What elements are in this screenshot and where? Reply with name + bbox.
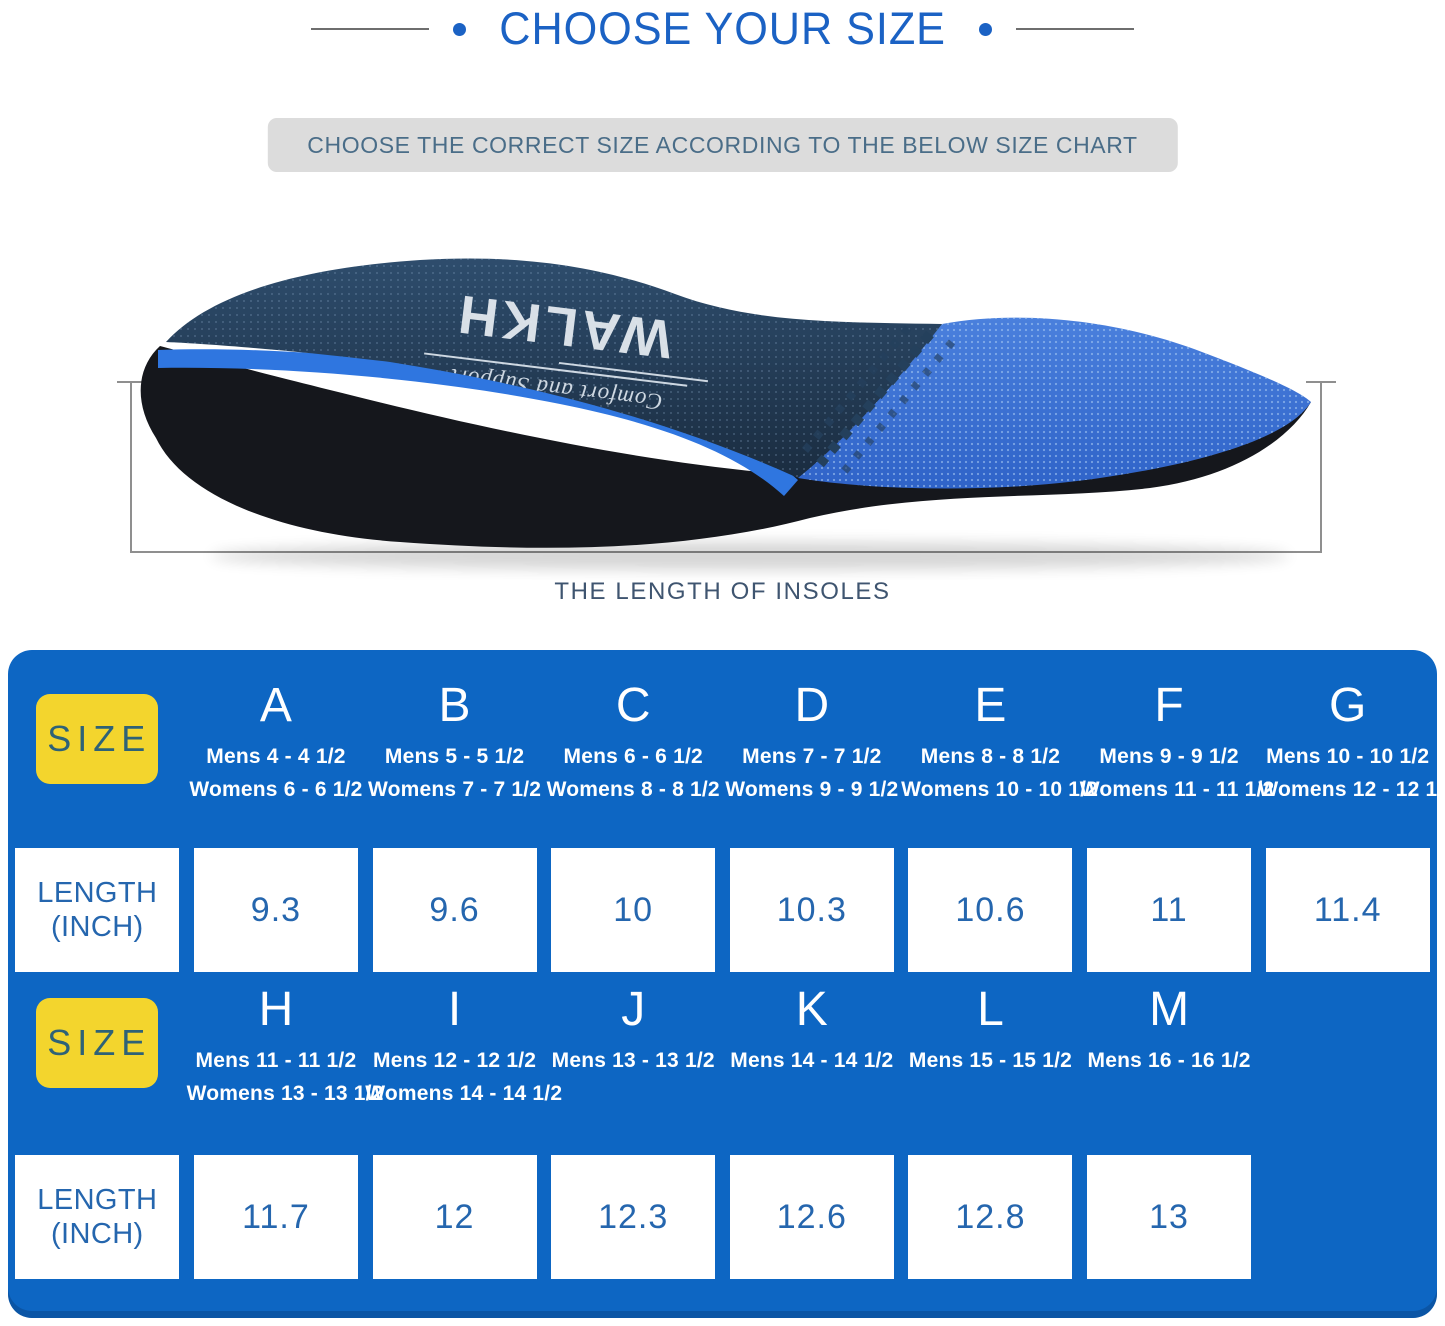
size-chart-panel: SIZE A Mens 4 - 4 1/2 Womens 6 - 6 1/2 B… bbox=[8, 650, 1445, 1318]
title-rule-left bbox=[310, 28, 429, 30]
insole-sole bbox=[140, 346, 1311, 548]
length-value-l: 12.8 bbox=[908, 1155, 1073, 1279]
page-title: CHOOSE YOUR SIZE bbox=[499, 3, 946, 54]
insole-product-image: Comfort and Support WALKH bbox=[140, 258, 1311, 570]
size-column-a: A Mens 4 - 4 1/2 Womens 6 - 6 1/2 bbox=[189, 679, 363, 801]
size-column-d: D Mens 7 - 7 1/2 Womens 9 - 9 1/2 bbox=[725, 679, 899, 801]
measure-line-right bbox=[1320, 382, 1322, 553]
size-column-empty bbox=[1258, 982, 1437, 1106]
length-value-g: 11.4 bbox=[1265, 848, 1430, 972]
length-row-2: LENGTH (INCH) 11.7 12 12.3 12.6 12.8 13 bbox=[8, 1155, 1437, 1279]
title-rule-right bbox=[1016, 28, 1135, 30]
length-value-i: 12 bbox=[372, 1155, 537, 1279]
length-row-1: LENGTH (INCH) 9.3 9.6 10 10.3 10.6 11 11… bbox=[8, 848, 1437, 972]
length-value-f: 11 bbox=[1087, 848, 1252, 972]
length-value-m: 13 bbox=[1087, 1155, 1252, 1279]
length-value-b: 9.6 bbox=[372, 848, 537, 972]
checker-transition bbox=[798, 325, 956, 477]
size-column-c: C Mens 6 - 6 1/2 Womens 8 - 8 1/2 bbox=[546, 679, 720, 801]
bullet-icon bbox=[979, 22, 993, 36]
size-column-m: M Mens 16 - 16 1/2 bbox=[1087, 983, 1251, 1072]
insole-shadow bbox=[210, 542, 1290, 570]
upper-texture bbox=[166, 258, 942, 478]
forefoot-texture bbox=[798, 317, 1311, 489]
measure-line-left bbox=[130, 382, 132, 553]
size-badge: SIZE bbox=[36, 998, 159, 1088]
length-value-j: 12.3 bbox=[551, 1155, 716, 1279]
size-column-b: B Mens 5 - 5 1/2 Womens 7 - 7 1/2 bbox=[367, 679, 542, 801]
size-column-k: K Mens 14 - 14 1/2 bbox=[730, 983, 894, 1072]
measure-tick-left bbox=[117, 381, 147, 383]
length-cell-empty bbox=[1258, 1155, 1437, 1279]
length-value-d: 10.3 bbox=[729, 848, 894, 972]
bullet-icon bbox=[452, 22, 466, 36]
length-label-cell: LENGTH (INCH) bbox=[15, 1155, 180, 1279]
size-header-row-2: SIZE H Mens 11 - 11 1/2 Womens 13 - 13 1… bbox=[8, 982, 1437, 1106]
size-column-e: E Mens 8 - 8 1/2 Womens 10 - 10 1/2 bbox=[901, 679, 1099, 801]
size-column-h: H Mens 11 - 11 1/2 Womens 13 - 13 1/2 bbox=[186, 983, 384, 1105]
length-value-a: 9.3 bbox=[193, 848, 358, 972]
size-column-i: I Mens 12 - 12 1/2 Womens 14 - 14 1/2 bbox=[365, 983, 563, 1105]
page-title-row: CHOOSE YOUR SIZE bbox=[0, 0, 1445, 58]
instruction-banner: CHOOSE THE CORRECT SIZE ACCORDING TO THE… bbox=[267, 118, 1178, 172]
length-value-e: 10.6 bbox=[908, 848, 1073, 972]
size-header-row-1: SIZE A Mens 4 - 4 1/2 Womens 6 - 6 1/2 B… bbox=[8, 678, 1445, 802]
insole-caption: THE LENGTH OF INSOLES bbox=[554, 578, 891, 605]
measure-tick-right bbox=[1306, 381, 1336, 383]
length-value-k: 12.6 bbox=[729, 1155, 894, 1279]
length-value-h: 11.7 bbox=[193, 1155, 358, 1279]
length-value-c: 10 bbox=[551, 848, 716, 972]
size-badge: SIZE bbox=[36, 694, 159, 784]
size-column-f: F Mens 9 - 9 1/2 Womens 11 - 11 1/2 bbox=[1079, 679, 1275, 801]
size-column-g: G Mens 10 - 10 1/2 Womens 12 - 12 1/2 bbox=[1258, 679, 1445, 801]
size-column-l: L Mens 15 - 15 1/2 bbox=[908, 983, 1072, 1072]
length-label-cell: LENGTH (INCH) bbox=[15, 848, 180, 972]
size-column-j: J Mens 13 - 13 1/2 bbox=[551, 983, 715, 1072]
